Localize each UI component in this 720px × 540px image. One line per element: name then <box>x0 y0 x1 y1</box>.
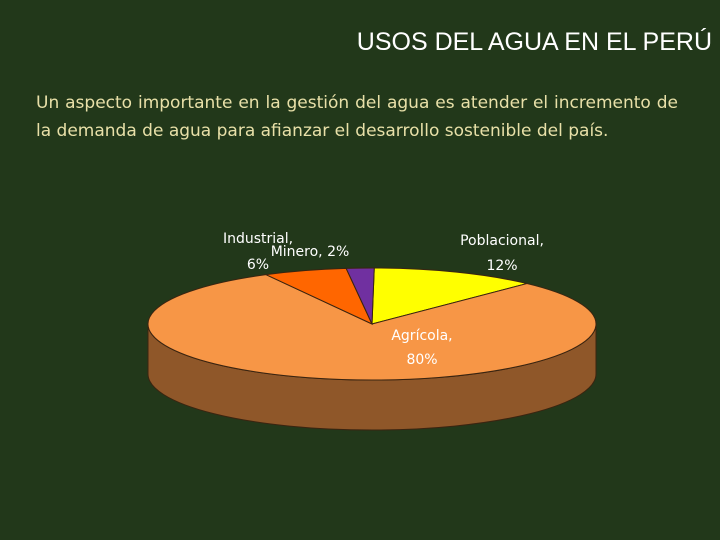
pie-slice-minero <box>345 267 375 325</box>
data-label-industrial-value: 6% <box>247 257 269 273</box>
slide-title: USOS DEL AGUA EN EL PERÚ <box>356 28 712 56</box>
pie-slice-poblacional <box>371 267 528 325</box>
data-label-poblacional-name: Poblacional, <box>460 233 544 249</box>
pie-slices <box>147 267 597 381</box>
data-label-poblacional-value: 12% <box>486 258 517 274</box>
data-label-industrial-name: Industrial, <box>223 231 293 247</box>
data-label-agricola-value: 80% <box>406 352 437 368</box>
intro-paragraph: Un aspecto importante en la gestión del … <box>36 93 678 141</box>
pie-labels: Poblacional, 12% Agrícola, 80% Industrial, 6%… <box>223 231 544 368</box>
data-label-agricola-name: Agrícola, <box>391 328 452 344</box>
data-label-minero-name: Minero, 2% <box>271 244 350 260</box>
pie-slice-agricola <box>147 274 597 381</box>
